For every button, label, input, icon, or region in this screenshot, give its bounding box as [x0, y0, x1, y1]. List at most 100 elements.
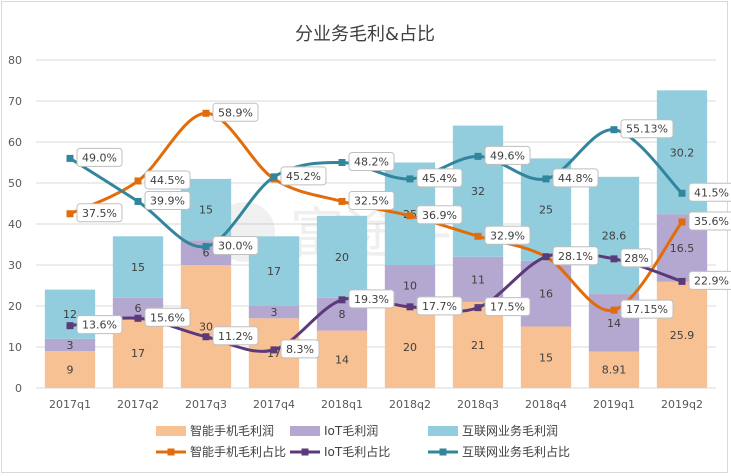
- pct-callout-box: [552, 246, 599, 266]
- pct-callout-box: [484, 297, 531, 317]
- y-tick-label: 0: [15, 382, 22, 395]
- pct-callout-box: [144, 307, 191, 327]
- line-point-marker: [406, 212, 414, 220]
- y-tick-label: 80: [8, 54, 22, 67]
- bar-value-label: 20: [335, 251, 349, 264]
- line-point-marker: [678, 189, 686, 197]
- line-point-marker: [338, 197, 346, 205]
- pct-callout-label: 11.2%: [218, 330, 253, 343]
- bar-value-label: 15: [131, 261, 145, 274]
- pct-callout-box: [280, 166, 327, 186]
- pct-callout-box: [620, 248, 653, 268]
- pct-callout-label: 58.9%: [218, 106, 253, 119]
- pct-callout-box: [212, 102, 259, 122]
- line-point-marker: [202, 109, 210, 117]
- bar-value-label: 8: [339, 308, 346, 321]
- line-point-marker: [406, 303, 414, 311]
- bar-value-label: 28.6: [602, 229, 627, 242]
- pct-callout-box: [348, 190, 395, 210]
- pct-callout-label: 17.15%: [626, 303, 668, 316]
- pct-callout-label: 45.4%: [422, 172, 457, 185]
- pct-callout-box: [484, 145, 531, 165]
- legend-label: 智能手机毛利占比: [190, 444, 286, 459]
- bar-value-label: 8.91: [602, 364, 627, 377]
- x-tick-label: 2017q3: [185, 398, 227, 411]
- pct-callout-box: [620, 299, 674, 319]
- bar-value-label: 3: [67, 339, 74, 352]
- pct-callout-label: 13.6%: [82, 319, 117, 332]
- y-tick-label: 30: [8, 259, 22, 272]
- bar-segment: [316, 330, 368, 388]
- bar-value-label: 14: [607, 317, 621, 330]
- line-point-marker: [610, 126, 618, 134]
- line-point-marker: [134, 197, 142, 205]
- bar-value-label: 6: [203, 247, 210, 260]
- pct-callout-label: 17.5%: [490, 301, 525, 314]
- pct-callout-box: [144, 170, 191, 190]
- pct-callout-label: 36.9%: [422, 209, 457, 222]
- line-point-marker: [474, 304, 482, 312]
- line-point-marker: [542, 175, 550, 183]
- bar-value-label: 20: [403, 341, 417, 354]
- line-point-marker: [202, 243, 210, 251]
- bar-segment: [112, 236, 164, 298]
- pct-callout-label: 55.13%: [626, 123, 668, 136]
- x-tick-label: 2017q2: [117, 398, 159, 411]
- bar-value-label: 11: [471, 273, 485, 286]
- line-point-marker: [474, 232, 482, 240]
- line-point-marker: [610, 306, 618, 314]
- bar-segment: [316, 215, 368, 298]
- pct-callout-label: 49.0%: [82, 151, 117, 164]
- line-point-marker: [270, 346, 278, 354]
- pct-callout-label: 32.9%: [490, 229, 525, 242]
- line-point-marker: [338, 296, 346, 304]
- pct-callout-box: [76, 203, 123, 223]
- x-tick-label: 2017q1: [49, 398, 91, 411]
- pct-callout-label: 28%: [624, 252, 648, 265]
- line-point-marker: [134, 314, 142, 322]
- bar-segment: [248, 306, 300, 319]
- bar-value-label: 3: [271, 306, 278, 319]
- chart-title: 分业务毛利&占比: [295, 24, 435, 45]
- bar-segment: [588, 176, 640, 295]
- y-tick-label: 50: [8, 177, 22, 190]
- bar-value-label: 30: [199, 321, 213, 334]
- pct-callout-box: [76, 147, 123, 167]
- x-tick-label: 2019q2: [661, 398, 703, 411]
- pct-callout-label: 41.5%: [694, 186, 729, 199]
- pct-callout-box: [348, 289, 395, 309]
- x-tick-label: 2018q2: [389, 398, 431, 411]
- legend-swatch: [428, 426, 458, 436]
- pct-callout-label: 44.5%: [150, 174, 185, 187]
- pct-callout-label: 45.2%: [286, 170, 321, 183]
- pct-callout-label: 30.0%: [218, 240, 253, 253]
- legend-marker: [167, 448, 175, 456]
- line-point-marker: [338, 159, 346, 166]
- line-point-marker: [678, 218, 686, 226]
- line-point-marker: [134, 177, 142, 185]
- bar-value-label: 9: [67, 364, 74, 377]
- pct-callout-label: 39.9%: [150, 194, 185, 207]
- line-point-marker: [270, 173, 278, 181]
- pct-callout-box: [348, 152, 395, 171]
- pct-callout-box: [144, 190, 191, 210]
- line-point-marker: [66, 210, 74, 218]
- bar-value-label: 16.5: [670, 242, 695, 255]
- bar-value-label: 10: [403, 280, 417, 293]
- line-point-marker: [678, 277, 686, 285]
- y-tick-label: 10: [8, 341, 22, 354]
- pct-callout-box: [76, 315, 123, 335]
- line-point-marker: [66, 322, 74, 330]
- pct-callout-box: [484, 225, 531, 245]
- line-point-marker: [474, 152, 482, 160]
- pct-callout-label: 48.2%: [354, 156, 389, 169]
- line-point-marker: [202, 333, 210, 341]
- legend-label: 智能手机毛利润: [190, 423, 274, 438]
- series-line: [69, 128, 684, 249]
- y-tick-label: 40: [8, 218, 22, 231]
- pct-callout-label: 8.3%: [286, 343, 314, 356]
- bar-value-label: 15: [539, 351, 553, 364]
- pct-callout-box: [416, 168, 463, 188]
- bar-value-label: 32: [471, 185, 485, 198]
